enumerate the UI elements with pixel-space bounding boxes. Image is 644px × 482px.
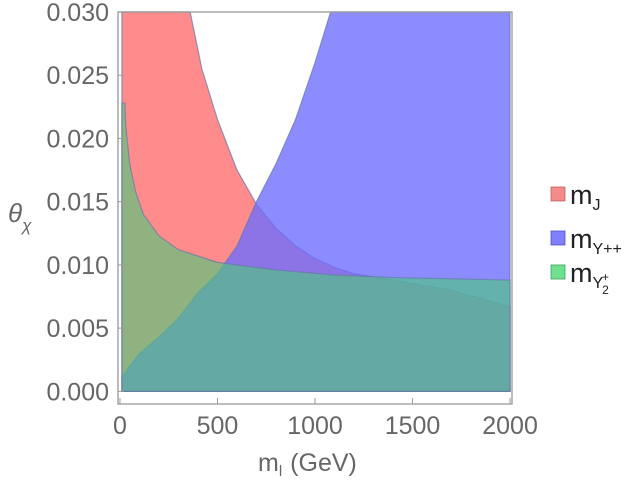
y-tick-label: 0.010 (46, 252, 109, 280)
legend-label-my2plus: mY2+ (570, 258, 609, 297)
y-tick-label: 0.030 (46, 0, 109, 27)
x-tick-label: 1000 (287, 412, 343, 440)
x-axis-label: ml (GeV) (258, 449, 357, 480)
y-axis-label: θχ (8, 198, 32, 235)
legend-swatch-my2plus (550, 264, 566, 280)
region-my2plus (121, 102, 511, 392)
regions (121, 11, 511, 392)
legend-label-mj: mJ (570, 180, 601, 214)
y-tick-label: 0.005 (46, 315, 109, 343)
legend: mJ mY++ mY2+ (550, 180, 622, 297)
x-tick-label: 1500 (385, 412, 441, 440)
legend-label-myplusplus: mY++ (570, 224, 622, 258)
y-tick-label: 0.020 (46, 125, 109, 153)
x-tick-label: 0 (113, 412, 127, 440)
y-axis: 0.000 0.005 0.010 0.015 0.020 0.025 0.030 (46, 0, 124, 406)
y-tick-label: 0.025 (46, 62, 109, 90)
y-tick-label: 0.000 (46, 378, 109, 406)
x-axis: 0 500 1000 1500 2000 (113, 398, 538, 440)
legend-swatch-mj (550, 186, 566, 202)
x-tick-label: 500 (197, 412, 239, 440)
x-tick-label: 2000 (482, 412, 538, 440)
legend-swatch-myplusplus (550, 230, 566, 246)
y-tick-label: 0.015 (46, 189, 109, 217)
